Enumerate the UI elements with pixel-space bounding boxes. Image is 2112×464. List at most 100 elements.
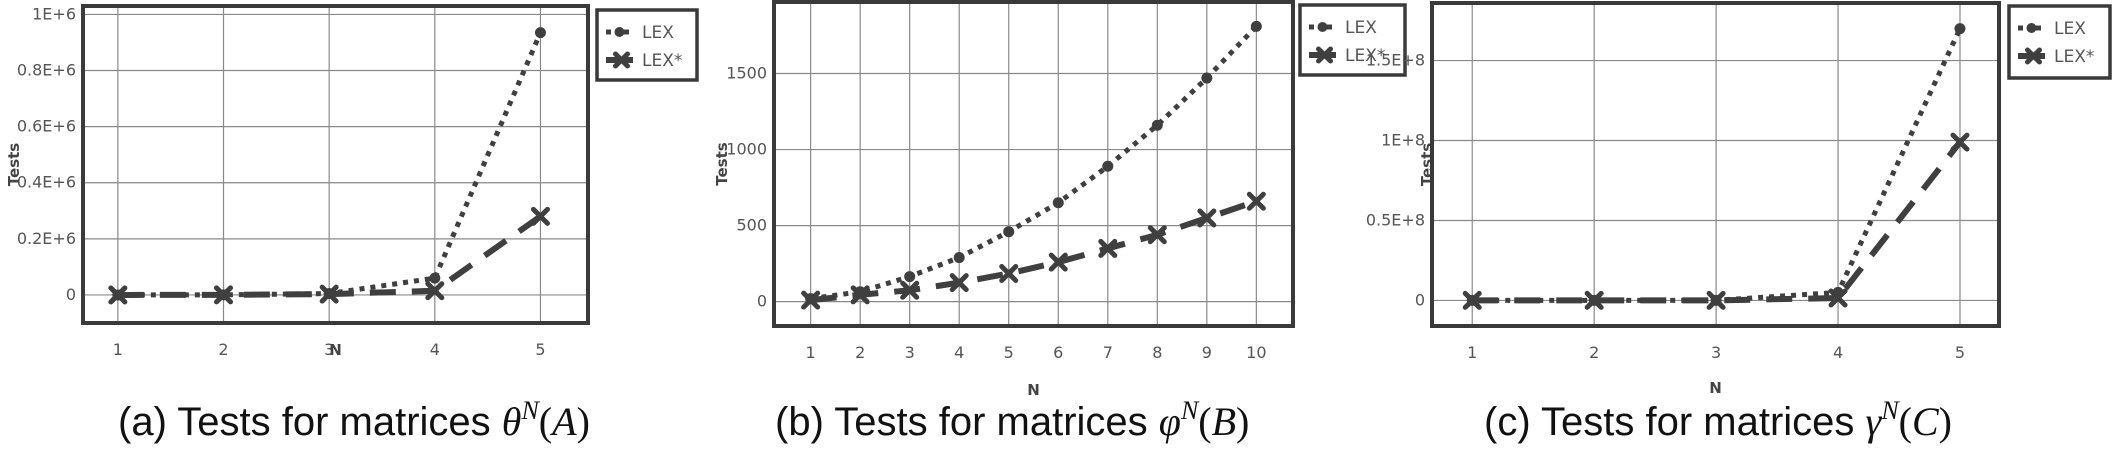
y-tick-label: 0.5E+8	[1366, 210, 1425, 229]
legend: LEX LEX*	[2007, 4, 2112, 80]
x-marker-icon	[425, 281, 445, 301]
y-tick-label: 1.5E+8	[1366, 51, 1425, 70]
x-marker-icon	[319, 284, 339, 304]
circle-marker-icon	[1003, 226, 1015, 238]
series-lex-star	[1462, 132, 1970, 310]
x-tick-label: 2	[218, 340, 228, 359]
x-tick-label: 10	[1246, 343, 1266, 362]
caption-a-symbol: θ	[501, 399, 522, 444]
x-marker-icon	[2025, 47, 2042, 65]
x-tick-label: 4	[954, 343, 964, 362]
x-marker-icon	[900, 280, 920, 300]
y-tick-label: 500	[736, 216, 767, 235]
circle-marker-icon	[1102, 160, 1114, 172]
circle-marker-icon	[2026, 23, 2037, 33]
x-marker-icon	[1197, 208, 1217, 228]
legend-item-lex-star: LEX*	[2018, 47, 2094, 67]
y-tick-label: 1E+6	[32, 4, 76, 23]
legend-label: LEX	[2054, 19, 2086, 39]
chart-a: 0 0.2E+6 0.4E+6 0.6E+6 0.8E+6 1E+6 1 2 3 4 5 Tests N…	[5, 4, 699, 359]
x-marker-icon	[850, 285, 870, 305]
legend-item-lex: LEX	[2018, 19, 2086, 39]
y-tick-label: 1500	[726, 63, 767, 82]
x-tick-label: 8	[1152, 343, 1162, 362]
y-tick-label: 1E+8	[1381, 131, 1425, 150]
x-marker-icon	[1584, 290, 1604, 310]
x-tick-label: 5	[1004, 343, 1014, 362]
caption-b-math: φN(B)	[1158, 396, 1250, 444]
legend-label: LEX	[642, 23, 674, 43]
legend-item-lex-star: LEX*	[606, 51, 682, 71]
caption-b-symbol: φ	[1158, 399, 1181, 444]
circle-marker-icon	[1201, 72, 1213, 84]
legend: LEX LEX*	[1298, 3, 1407, 77]
y-tick-label: 0.8E+6	[17, 61, 76, 80]
caption-a-text: (a) Tests for matrices	[118, 400, 502, 444]
circle-marker-icon	[1954, 23, 1966, 35]
caption-c-symbol: γ	[1865, 399, 1882, 444]
x-marker-icon	[1147, 225, 1167, 245]
y-axis-title: Tests	[5, 143, 23, 187]
legend-item-lex: LEX	[1309, 18, 1377, 38]
legend-label: LEX*	[1345, 46, 1385, 66]
caption-b-argument: B	[1211, 399, 1237, 444]
circle-marker-icon	[1317, 22, 1328, 32]
legend: LEX LEX*	[595, 8, 699, 82]
x-marker-icon	[530, 206, 550, 226]
x-tick-label: 4	[1833, 343, 1843, 362]
y-tick-label: 0.2E+6	[17, 229, 76, 248]
series-line	[810, 198, 1258, 304]
caption-b: (b) Tests for matrices φN(B)	[775, 396, 1250, 444]
x-marker-icon	[801, 290, 821, 310]
caption-a-math: θN(A)	[501, 396, 590, 444]
y-tick-label: 0	[1415, 290, 1425, 309]
x-tick-label: 1	[806, 343, 816, 362]
series-line	[1472, 140, 1963, 304]
legend-box	[2007, 4, 2112, 80]
legend-box	[595, 8, 699, 82]
caption-a-superscript: N	[521, 396, 539, 425]
legend-label: LEX*	[642, 51, 682, 71]
circle-marker-icon	[534, 27, 546, 39]
x-axis-title: N	[1709, 379, 1722, 397]
x-marker-icon	[1950, 132, 1970, 152]
caption-c: (c) Tests for matrices γN(C)	[1484, 396, 1952, 444]
legend-label: LEX*	[2054, 47, 2094, 67]
x-tick-label: 7	[1103, 343, 1113, 362]
x-tick-label: 2	[1589, 343, 1599, 362]
x-axis-title: N	[329, 341, 342, 359]
circle-marker-icon	[953, 252, 965, 264]
y-axis-title: Tests	[713, 142, 731, 186]
x-marker-icon	[214, 285, 234, 305]
legend-box	[1298, 3, 1407, 77]
y-tick-label: 0.6E+6	[17, 117, 76, 136]
caption-c-argument: C	[1911, 399, 1939, 444]
plot-area	[774, 2, 1293, 326]
y-tick-label: 0	[66, 285, 76, 304]
x-tick-label: 4	[430, 340, 440, 359]
x-tick-label: 1	[1467, 343, 1477, 362]
caption-c-math: γN(C)	[1865, 396, 1952, 444]
x-marker-icon	[613, 51, 630, 69]
x-marker-icon	[1246, 191, 1266, 211]
plot-frame	[1430, 1, 2001, 328]
x-marker-icon	[1048, 252, 1068, 272]
circle-marker-icon	[1052, 197, 1064, 209]
plot-frame	[81, 4, 590, 325]
caption-b-text: (b) Tests for matrices	[775, 400, 1159, 444]
x-axis-title: N	[1027, 381, 1040, 399]
circle-marker-icon	[1151, 119, 1163, 131]
x-tick-label: 3	[324, 340, 334, 359]
x-marker-icon	[108, 285, 128, 305]
x-tick-label: 2	[855, 343, 865, 362]
legend-label: LEX	[1345, 18, 1377, 38]
caption-c-superscript: N	[1881, 396, 1899, 425]
x-tick-label: 5	[1955, 343, 1965, 362]
caption-a-argument: A	[552, 399, 577, 444]
caption-a: (a) Tests for matrices θN(A)	[118, 396, 590, 444]
x-tick-label: 9	[1202, 343, 1212, 362]
x-marker-icon	[1316, 46, 1333, 64]
legend-item-lex: LEX	[606, 23, 674, 43]
